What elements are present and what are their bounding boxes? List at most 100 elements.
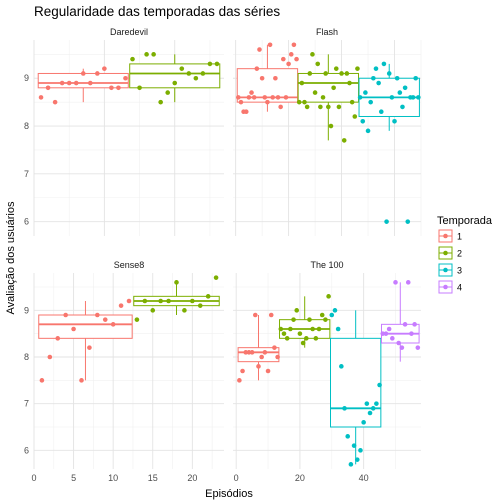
x-tick-label: 10 [108,473,118,483]
season-2-group [130,52,220,104]
episode-point [305,105,310,110]
episode-point [301,341,306,346]
episode-point [350,100,355,105]
episode-point [257,47,262,52]
episode-point [103,317,108,322]
episode-point [269,313,274,318]
episode-point [60,81,65,86]
episode-point [377,383,382,388]
episode-point [74,81,79,86]
episode-point [285,336,290,341]
episode-point [342,138,347,143]
episode-point [360,119,365,124]
episode-point [416,95,421,100]
episode-point [179,66,184,71]
episode-point [371,406,376,411]
episode-point [144,52,149,57]
episode-point [387,71,392,76]
episode-point [300,81,305,86]
season-1-group [236,42,299,114]
episode-point [313,90,318,95]
episode-point [331,86,336,91]
episode-point [281,57,286,62]
episode-point [244,109,249,114]
episode-point [384,219,389,224]
episode-point [379,109,384,114]
episode-point [174,280,179,285]
facet-panel-daredevil: Daredevil6789 [24,27,224,236]
episode-point [320,313,325,318]
box [331,338,381,427]
episode-point [95,313,100,318]
y-axis-label: Avaliação dos usuários [5,201,17,314]
y-tick-label: 9 [24,305,29,315]
facet-panel-the-100: The 100 0 20 40 [233,260,421,483]
episode-point [259,355,264,360]
episode-point [406,280,411,285]
season-3-group [329,308,381,467]
legend-entry-1: 1 [439,230,462,242]
episode-point [392,119,397,124]
episode-point [119,303,124,308]
episode-point [208,62,213,67]
episode-point [252,95,257,100]
episode-point [339,364,344,369]
box [298,73,358,102]
legend-label: 1 [457,232,462,242]
episode-point [53,100,58,105]
episode-point [150,308,155,313]
episode-point [358,95,363,100]
episode-point [194,76,199,81]
episode-point [250,350,255,355]
episode-point [236,95,241,100]
y-tick-label: 8 [24,121,29,131]
episode-point [87,345,92,350]
episode-point [278,327,283,332]
episode-point [333,308,338,313]
x-tick-label: 0 [234,473,239,483]
episode-point [276,95,281,100]
episode-point [116,86,121,91]
season-2-group [134,275,220,322]
episode-point [384,331,389,336]
episode-point [263,350,268,355]
legend-entry-4: 4 [439,281,462,293]
x-tick-label: 20 [295,473,305,483]
episode-point [337,105,342,110]
season-1-group [39,299,132,383]
episode-point [396,341,401,346]
episode-point [214,275,219,280]
episode-point [206,294,211,299]
episode-point [326,105,331,110]
episode-point [382,62,387,67]
episode-point [374,401,379,406]
episode-point [266,369,271,374]
x-tick-label: 40 [359,473,369,483]
season-2-group [278,294,330,348]
y-tick-label: 7 [24,169,29,179]
episode-point [400,105,405,110]
y-tick-label: 7 [24,399,29,409]
episode-point [123,76,128,81]
episode-point [158,100,163,105]
episode-point [288,327,293,332]
legend-label: 2 [457,249,462,259]
legend-label: 4 [457,283,462,293]
x-axis-label: Episódios [205,488,253,500]
x-tick-label: 0 [31,473,36,483]
episode-point [247,95,252,100]
episode-point [353,114,358,119]
legend-entry-3: 3 [439,264,462,276]
episode-point [253,313,258,318]
episode-point [310,52,315,57]
facet-strip-label: Sense8 [114,260,145,270]
episode-point [55,336,60,341]
episode-point [286,62,291,67]
facet-panel-flash: Flash [233,27,421,236]
episode-point [109,86,114,91]
episode-point [190,299,195,304]
episode-point [355,457,360,462]
x-tick-label: 15 [148,473,158,483]
facet-strip-label: The 100 [310,260,343,270]
